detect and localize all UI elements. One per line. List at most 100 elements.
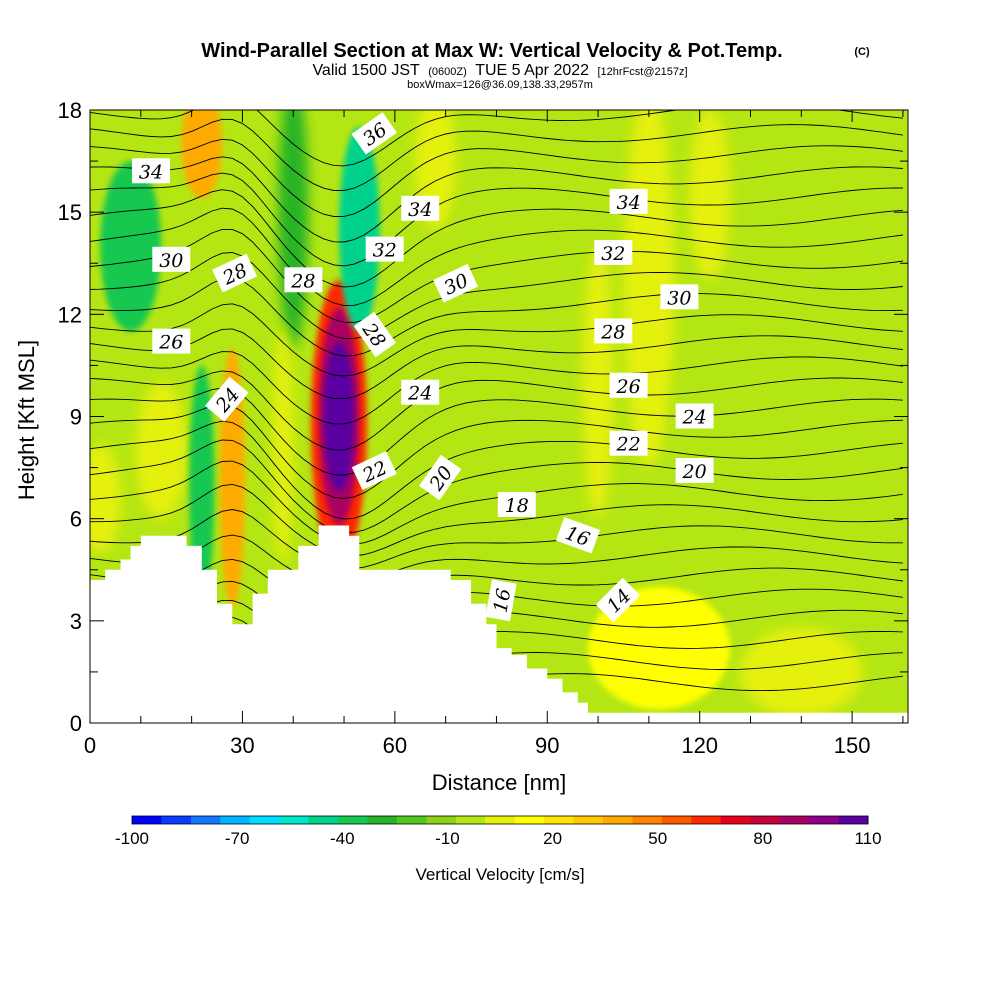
y-tick-label: 18 (58, 98, 82, 123)
contour-label: 20 (675, 458, 714, 483)
contour-label-text: 34 (139, 161, 163, 183)
colorbar-swatch (308, 816, 339, 824)
colorbar-tick-label: -10 (435, 829, 460, 848)
contour-label-box (351, 451, 397, 490)
isentrope-line (90, 138, 903, 217)
isentrope-line (90, 439, 903, 533)
isentrope-line (90, 534, 903, 586)
y-tick-label: 0 (70, 711, 82, 736)
velocity-band (689, 110, 731, 281)
isentrope-line (90, 328, 903, 400)
contour-label: 16 (485, 579, 517, 622)
contour-label-box (660, 284, 699, 310)
colorbar-swatch (455, 816, 486, 824)
colorbar-swatch (720, 816, 751, 824)
contour-label-text: 24 (407, 383, 432, 405)
contour-label-text: 34 (617, 192, 641, 214)
contour-label-box (353, 311, 397, 358)
contour-label-box (555, 516, 601, 554)
contour-label-text: 30 (667, 287, 691, 309)
colorbar-tick-label: -100 (115, 829, 149, 848)
colorbar-swatch (661, 816, 692, 824)
isentrope-line (90, 460, 903, 545)
colorbar-tick-label: -70 (225, 829, 250, 848)
colorbar-tick-label: 50 (648, 829, 667, 848)
x-axis-label: Distance [nm] (432, 770, 567, 795)
contour-label-text: 28 (600, 321, 625, 343)
isentrope-line (90, 303, 903, 377)
y-tick-label: 3 (70, 609, 82, 634)
contour-label-box (595, 577, 641, 623)
isentrope-line (90, 228, 903, 323)
isentrope-line (90, 351, 903, 425)
downdraft-cell (100, 161, 162, 332)
colorbar (131, 815, 869, 825)
x-tick-label: 60 (383, 733, 407, 758)
y-tick-label: 6 (70, 507, 82, 532)
colorbar-tick-label: -40 (330, 829, 355, 848)
contour-label-box (594, 318, 633, 344)
isentrope-line (90, 156, 903, 243)
isentrope-line (90, 420, 903, 520)
isentrope-line (90, 207, 903, 307)
isentrope-line (90, 189, 903, 288)
contour-label: 30 (433, 263, 479, 303)
contour-label-text: 32 (373, 240, 397, 262)
contour-label-box (609, 430, 648, 456)
terrain-mask (90, 525, 908, 723)
colorbar-swatch (161, 816, 192, 824)
contour-label-text: 26 (616, 376, 641, 398)
contour-label-text: 24 (682, 407, 707, 429)
colorbar-swatch (396, 816, 427, 824)
contour-label-text: 18 (505, 495, 529, 517)
contour-label-text: 30 (159, 250, 183, 272)
velocity-band (272, 324, 294, 563)
contour-label: 26 (152, 328, 191, 354)
colorbar-swatch (426, 816, 457, 824)
contour-label-box (351, 112, 397, 155)
contour-label: 34 (401, 195, 440, 221)
colorbar-tick-label: 80 (753, 829, 772, 848)
contour-label: 24 (401, 379, 440, 405)
contour-label-box (401, 195, 440, 221)
velocity-band (582, 246, 614, 519)
contour-label: 30 (152, 246, 191, 272)
contour-label-box (594, 240, 633, 265)
colorbar-ticks: -100 -70 -40 -10 20 50 80 110 (115, 829, 882, 848)
contour-label-box (497, 492, 536, 517)
colorbar-swatch (338, 816, 369, 824)
y-axis-label: Height [Kft MSL] (14, 340, 39, 500)
downdraft-cell (338, 127, 380, 332)
velocity-band (135, 382, 187, 519)
contour-label: 34 (609, 188, 648, 214)
colorbar-label: Vertical Velocity [cm/s] (415, 865, 584, 884)
colorbar-tick-label: 110 (854, 829, 881, 848)
isentrope-line (90, 558, 903, 605)
contour-label-text: 28 (290, 270, 315, 292)
x-axis: 0 30 60 90 120 150 (84, 110, 904, 758)
contour-label: 32 (365, 236, 404, 262)
x-tick-label: 150 (834, 733, 871, 758)
isentrope-line (90, 172, 903, 267)
colorbar-swatch (220, 816, 251, 824)
y-tick-label: 12 (58, 302, 82, 327)
x-tick-label: 0 (84, 733, 96, 758)
colorbar-swatch (132, 816, 162, 824)
velocity-band (623, 110, 675, 468)
colorbar-swatch (779, 816, 810, 824)
isentrope-line (90, 370, 903, 451)
contour-label: 32 (594, 240, 633, 265)
contour-label-text: 22 (616, 434, 641, 456)
contour-label-text: 20 (682, 461, 707, 483)
colorbar-swatch (691, 816, 722, 824)
contour-label: 22 (351, 451, 397, 490)
contour-label-text: 26 (158, 332, 183, 354)
contour-label-box (433, 263, 479, 303)
isentrope-line (90, 252, 903, 340)
contour-label: 22 (609, 430, 648, 456)
contour-label-box (284, 267, 323, 293)
